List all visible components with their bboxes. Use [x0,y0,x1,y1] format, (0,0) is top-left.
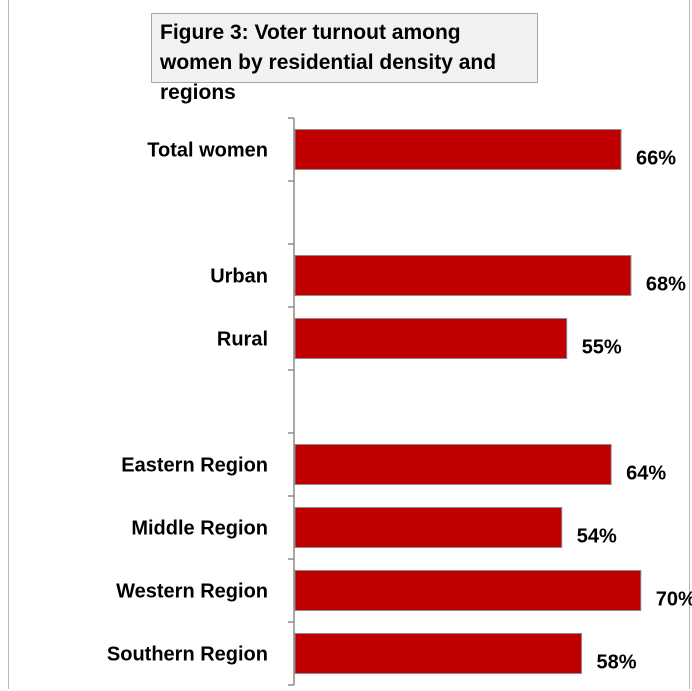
category-label: Rural [217,329,268,351]
data-label: 55% [582,337,622,359]
bar-urban [294,255,632,296]
data-label: 54% [577,526,617,548]
data-label: 68% [646,274,686,296]
category-label: Eastern Region [121,455,268,477]
bar-middle-region [294,507,563,548]
bars [294,129,642,674]
category-label: Western Region [116,581,268,603]
bar-rural [294,318,568,359]
category-label: Middle Region [131,518,268,540]
bar-western-region [294,570,642,611]
data-label: 70% [656,589,692,611]
bar-total-women [294,129,622,170]
data-label: 66% [636,148,676,170]
data-label: 64% [626,463,666,485]
data-label: 58% [597,652,637,674]
category-label: Urban [210,266,268,288]
bar-southern-region [294,633,583,674]
chart-frame [8,0,690,689]
bar-eastern-region [294,444,612,485]
labels: Total women 66% Urban 68% Rural 55% Eastern Re… [107,140,692,674]
category-axis [288,117,295,686]
chart-title: Figure 3: Voter turnout among women by r… [151,13,538,104]
category-label: Total women [147,140,268,162]
category-label: Southern Region [107,644,268,666]
